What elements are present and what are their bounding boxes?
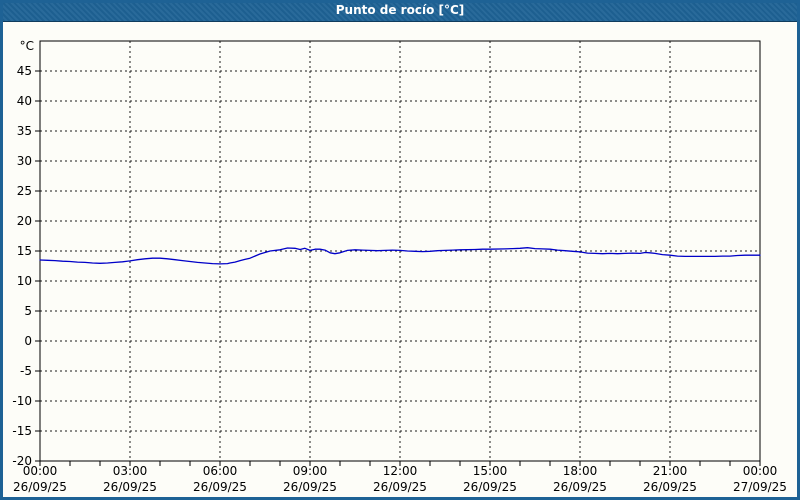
x-axis-time-label: 21:00 <box>653 464 688 478</box>
y-axis-tick-label: 25 <box>17 184 32 198</box>
y-axis-tick-label: -20 <box>12 454 32 468</box>
x-axis-date-label: 26/09/25 <box>643 480 697 494</box>
x-axis-date-label: 26/09/25 <box>283 480 337 494</box>
x-axis-time-label: 12:00 <box>383 464 418 478</box>
x-axis-time-label: 06:00 <box>203 464 238 478</box>
y-axis-tick-label: 15 <box>17 244 32 258</box>
dew-point-chart: 45 40 35 30 25 20 15 10 5 0 -5 -10 -15 -20 °C 00:00 26/0… <box>12 39 787 494</box>
x-axis-time-label: 03:00 <box>113 464 148 478</box>
y-axis-unit-label: °C <box>20 39 34 53</box>
x-axis-date-label: 26/09/25 <box>103 480 157 494</box>
x-axis-date-label: 26/09/25 <box>193 480 247 494</box>
y-axis-tick-label: 0 <box>24 334 32 348</box>
x-axis-time-label: 00:00 <box>23 464 58 478</box>
x-axis-date-label: 26/09/25 <box>13 480 67 494</box>
x-axis-date-label: 26/09/25 <box>373 480 427 494</box>
y-axis-tick-label: 35 <box>17 124 32 138</box>
dew-point-series-line <box>39 247 761 265</box>
y-axis-tick-label: 20 <box>17 214 32 228</box>
x-axis-date-label: 26/09/25 <box>553 480 607 494</box>
y-axis-tick-label: -15 <box>12 424 32 438</box>
x-axis-date-label: 26/09/25 <box>463 480 517 494</box>
chart-title: Punto de rocío [°C] <box>335 3 465 17</box>
y-axis-tick-label: 10 <box>17 274 32 288</box>
x-axis-time-label: 00:00 <box>743 464 778 478</box>
y-axis-tick-label: 45 <box>17 64 32 78</box>
x-axis-date-label: 27/09/25 <box>733 480 787 494</box>
y-axis-tick-label: -10 <box>12 394 32 408</box>
x-axis-time-label: 15:00 <box>473 464 508 478</box>
y-axis-tick-label: -5 <box>20 364 32 378</box>
chart-title-bar: Punto de rocío [°C] <box>0 0 800 22</box>
x-axis-time-label: 09:00 <box>293 464 328 478</box>
y-axis-tick-label: 5 <box>24 304 32 318</box>
y-axis-tick-label: 40 <box>17 94 32 108</box>
y-axis-tick-label: 30 <box>17 154 32 168</box>
x-axis-time-label: 18:00 <box>563 464 598 478</box>
